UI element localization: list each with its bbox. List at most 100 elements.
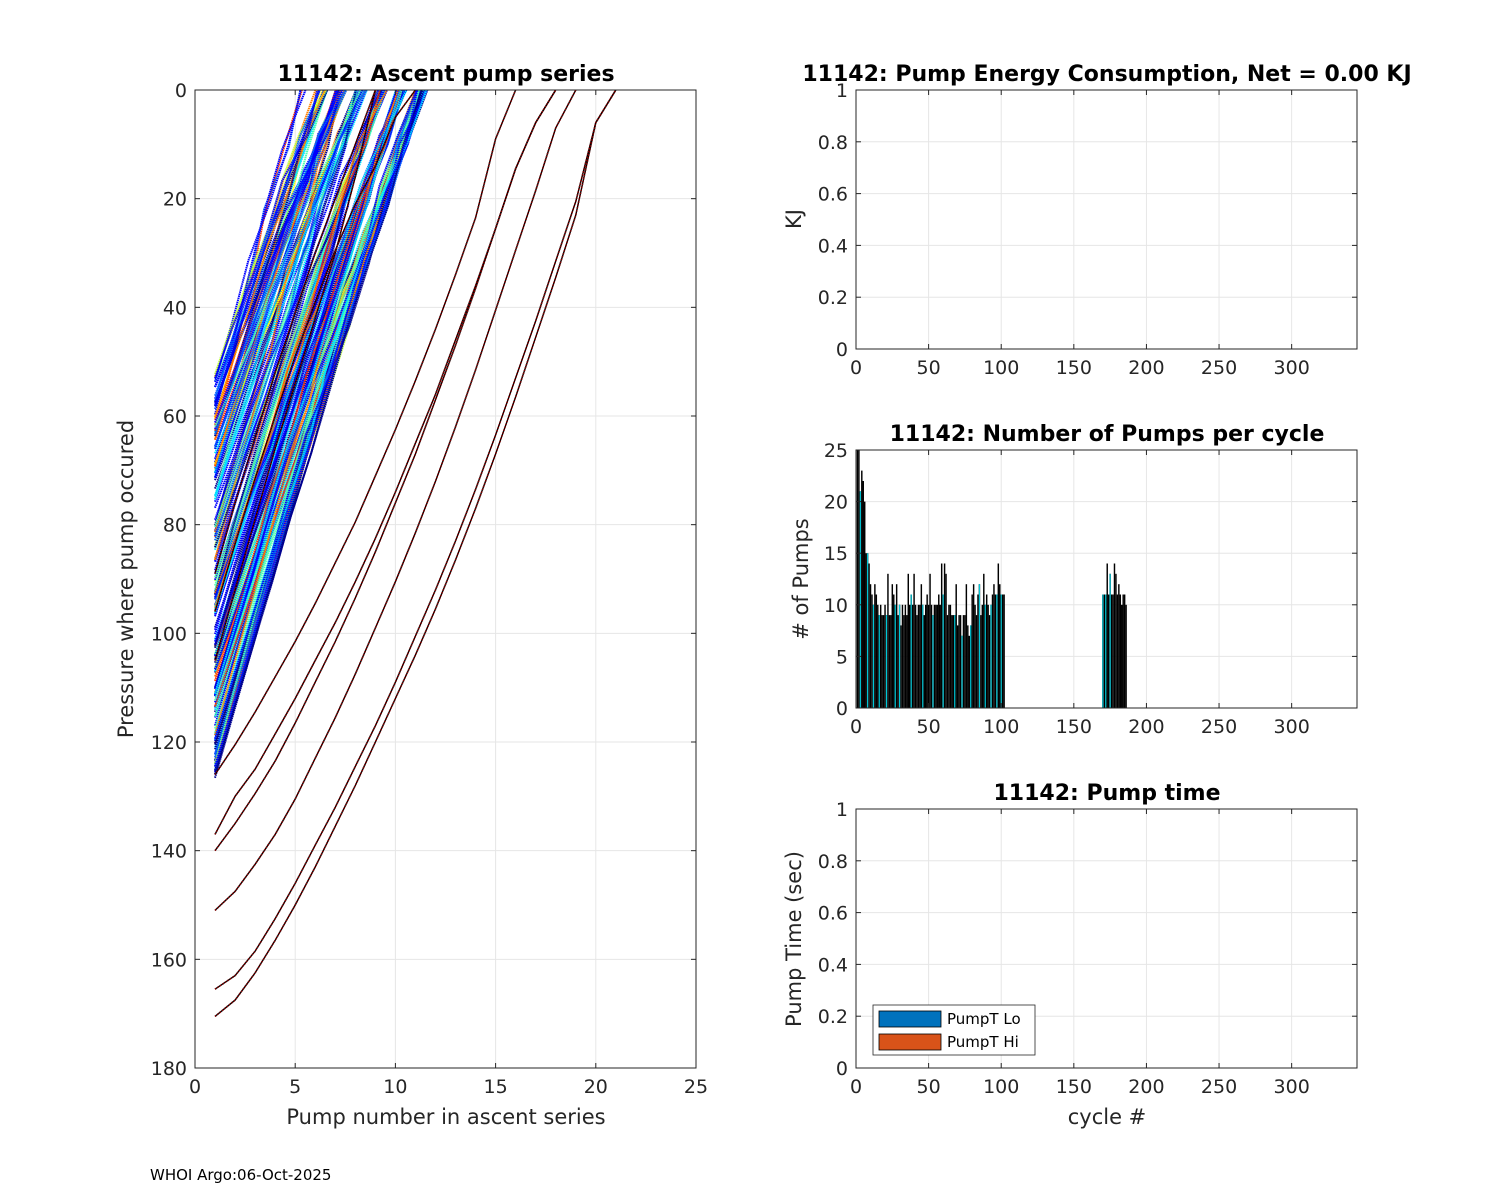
x-tick-label: 25 (684, 1076, 708, 1098)
pump-count-bar (861, 470, 863, 708)
pump-count-bar (936, 604, 939, 708)
ascent-series-line (214, 89, 420, 701)
x-tick-label: 0 (850, 716, 862, 738)
pump-count-bar (879, 604, 882, 708)
pump-energy-chart: 0 50 100 150 200 250 300 0 0.2 0.4 0.6 0.8 1 11142: … (782, 62, 1412, 379)
pump-count-bar (891, 584, 894, 708)
y-tick-label: 0.4 (818, 235, 848, 257)
ascent-series-dots-p9 (214, 89, 377, 661)
ascent-series-line (214, 89, 337, 404)
pump-count-bar (959, 615, 962, 708)
pump-count-bar (994, 594, 997, 708)
y-tick-label: 60 (163, 406, 187, 428)
pump-count-bar (1125, 604, 1127, 708)
pump-count-bar (965, 584, 968, 708)
y-tick-label: 20 (163, 189, 187, 211)
pump-count-bar (904, 604, 907, 708)
ascent-series-line (214, 89, 321, 397)
pump-count-bar (997, 563, 1000, 708)
pump-count-bar (856, 450, 859, 708)
x-tick-label: 5 (289, 1076, 301, 1098)
pump-count-bar (862, 481, 864, 708)
y-tick-label: 0.2 (818, 287, 848, 309)
pump-count-bar (938, 594, 940, 708)
pump-count-bar (968, 635, 970, 708)
x-tick-label: 200 (1128, 357, 1164, 379)
pump-count-bar (975, 615, 978, 708)
x-tick-label: 15 (484, 1076, 508, 1098)
pump-count-bar (917, 604, 920, 708)
pump-count-bar (907, 573, 909, 708)
y-axis-label-pumptime: Pump Time (sec) (782, 851, 806, 1027)
y-tick-label: 0.8 (818, 132, 848, 154)
pump-count-bar (1116, 594, 1119, 708)
ascent-series-line (214, 89, 367, 447)
pumps-per-cycle-chart: 0 50 100 150 200 250 300 0 5 10 15 20 25 11142: Numb… (789, 422, 1358, 738)
pump-count-bar (909, 604, 911, 708)
ascent-series-line (214, 89, 326, 418)
pump-count-bar (858, 450, 860, 708)
y-tick-label: 10 (824, 595, 848, 617)
ascent-series-line (214, 89, 403, 765)
y-tick-label: 0 (836, 339, 848, 361)
pump-count-bar (971, 594, 973, 708)
y-tick-label: 0.6 (818, 903, 848, 925)
pump-count-bar (919, 604, 921, 708)
ascent-series-line (214, 89, 307, 415)
pump-count-bar (991, 594, 994, 708)
y-axis-label-energy: KJ (782, 209, 806, 229)
x-tick-label: 300 (1274, 357, 1310, 379)
legend-label-hi: PumpT Hi (947, 1033, 1019, 1051)
ascent-series-line (214, 89, 329, 407)
pump-count-bar (946, 615, 949, 708)
pump-count-bar (945, 573, 947, 708)
pump-count-bar (1103, 594, 1106, 708)
pump-count-bar (985, 594, 988, 708)
ascent-series-dots-p2 (214, 89, 617, 990)
ascent-series-line (214, 89, 418, 758)
ascent-series-line (214, 89, 408, 610)
x-tick-label: 300 (1274, 1076, 1310, 1098)
axes-frame-energy (855, 89, 1358, 350)
axes-frame-pumps (855, 449, 1358, 709)
chart-title-pumps: 11142: Number of Pumps per cycle (890, 422, 1325, 447)
pump-count-bar (935, 604, 937, 708)
pump-count-bar (1107, 594, 1110, 708)
ascent-series-line (214, 89, 400, 736)
pump-count-bar (993, 584, 995, 708)
y-tick-label: 5 (836, 646, 848, 668)
x-tick-label: 10 (383, 1076, 407, 1098)
pump-count-bar (903, 615, 905, 708)
pump-count-bar (1122, 594, 1124, 708)
ascent-pump-series-chart: 0 5 10 15 20 25 0 20 40 60 80 100 120 140 160 180 11142… (114, 62, 708, 1129)
pump-count-bar (940, 563, 943, 708)
pump-count-bar (895, 584, 898, 708)
pump-count-bar (967, 625, 969, 708)
x-tick-label: 100 (983, 716, 1019, 738)
ascent-series-line (214, 89, 418, 670)
pump-count-bar (863, 501, 866, 708)
y-tick-label: 160 (151, 949, 187, 971)
y-tick-label: 180 (151, 1058, 187, 1080)
x-tick-label: 100 (983, 1076, 1019, 1098)
pump-count-bar (980, 615, 982, 708)
ascent-series-line (214, 89, 424, 771)
pump-count-bar (913, 573, 915, 708)
chart-title-energy: 11142: Pump Energy Consumption, Net = 0.… (802, 62, 1411, 87)
pump-count-bar (920, 584, 923, 708)
pump-count-bar (974, 604, 976, 708)
y-tick-label: 0 (175, 80, 187, 102)
pump-count-bar (939, 604, 941, 708)
y-tick-label: 0 (836, 698, 848, 720)
pump-count-bar (983, 573, 985, 708)
pump-count-bar (933, 604, 936, 708)
ascent-series-line (214, 89, 347, 435)
x-tick-label: 0 (850, 1076, 862, 1098)
y-tick-label: 0.6 (818, 184, 848, 206)
pump-count-bar (1106, 563, 1108, 708)
pump-count-bar (1115, 573, 1117, 708)
pump-count-bar (948, 604, 950, 708)
pump-count-bar (1118, 584, 1120, 708)
pump-count-bars (856, 450, 1127, 708)
pump-count-bar (884, 604, 886, 708)
